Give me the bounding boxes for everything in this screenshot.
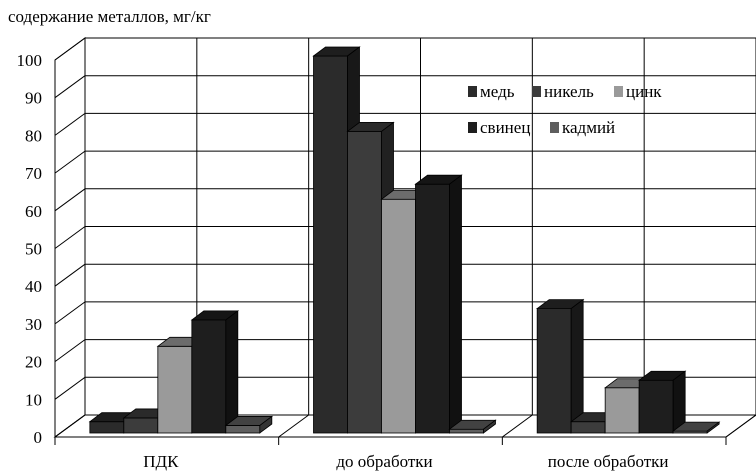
gridline-side <box>54 75 86 99</box>
gridline-side <box>54 188 86 212</box>
y-tick-label: 80 <box>25 126 42 145</box>
gridline-side <box>54 112 86 136</box>
floor-divider <box>502 414 533 438</box>
y-tick-label: 40 <box>25 277 42 296</box>
y-tick-label: 30 <box>25 315 42 334</box>
y-tick-label: 60 <box>25 202 42 221</box>
gridline-side <box>54 301 86 325</box>
category-labels: ПДК до обработки после обработки <box>143 452 668 471</box>
gridline-side <box>54 339 86 363</box>
gridline-side <box>54 263 86 287</box>
legend-swatch <box>468 86 477 97</box>
gridline-side <box>54 150 86 174</box>
bar-кадмий-ПДК <box>224 415 274 434</box>
bars <box>88 46 721 434</box>
legend-label: медь <box>480 82 515 101</box>
legend-swatch <box>532 86 541 97</box>
legend-label: никель <box>544 82 594 101</box>
y-tick-label: 100 <box>17 51 43 70</box>
legend-swatch <box>468 122 477 133</box>
legend-swatch <box>550 122 559 133</box>
legend-item-кадмий: кадмий <box>550 118 615 137</box>
bar-свинец-до обработки <box>414 174 463 434</box>
legend-swatch <box>614 86 623 97</box>
floor-divider <box>54 414 86 438</box>
legend-label: свинец <box>480 118 530 137</box>
y-tick-label: 90 <box>25 89 42 108</box>
legend-item-медь: медь <box>468 82 515 101</box>
y-tick-label: 50 <box>25 240 42 259</box>
y-tick-label: 0 <box>34 428 43 447</box>
bar-свинец-после обработки <box>637 370 687 434</box>
legend-label: цинк <box>626 82 662 101</box>
category-label: до обработки <box>336 452 432 471</box>
legend-item-цинк: цинк <box>614 82 662 101</box>
y-tick-label: 10 <box>25 390 42 409</box>
category-label: после обработки <box>548 452 669 471</box>
gridline-side <box>54 226 86 249</box>
category-label: ПДК <box>143 452 179 471</box>
bar-медь-после обработки <box>535 298 585 434</box>
gridline-side <box>54 376 86 400</box>
legend-label: кадмий <box>562 118 615 137</box>
bar-кадмий-до обработки <box>448 419 497 434</box>
bar-кадмий-после обработки <box>671 421 721 434</box>
floor-divider <box>725 414 756 438</box>
legend-item-никель: никель <box>532 82 594 101</box>
y-tick-labels: 0 10 20 30 40 50 60 70 80 90 100 <box>17 51 43 447</box>
gridline-side <box>54 37 86 61</box>
y-tick-label: 20 <box>25 353 42 372</box>
y-tick-label: 70 <box>25 164 42 183</box>
y-axis-label: содержание металлов, мг/кг <box>8 7 211 26</box>
legend-item-свинец: свинец <box>468 118 530 137</box>
floor-divider <box>278 414 309 438</box>
legend: медь никель цинк свинец кадмий <box>468 82 662 137</box>
bar-свинец-ПДК <box>190 310 240 434</box>
